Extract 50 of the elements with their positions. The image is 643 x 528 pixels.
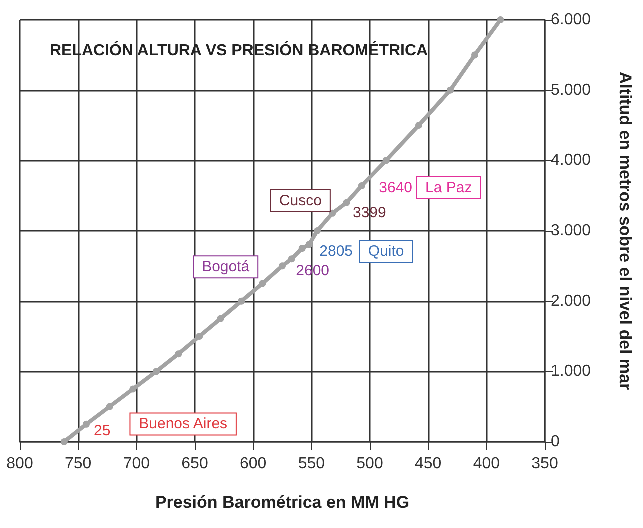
point xyxy=(447,86,454,94)
point xyxy=(60,438,68,446)
y-tick-label: 3.000 xyxy=(551,222,592,240)
point xyxy=(497,16,504,24)
point xyxy=(288,256,296,263)
y-tick-label: 5.000 xyxy=(551,82,592,99)
point xyxy=(259,280,266,288)
point xyxy=(416,122,422,129)
annotation: 3640 xyxy=(379,179,413,196)
point xyxy=(196,333,204,340)
x-tick-label: 500 xyxy=(356,456,384,472)
x-tick-label: 350 xyxy=(532,456,558,472)
point xyxy=(106,403,114,410)
point xyxy=(298,245,306,252)
y-tick-label: 1.000 xyxy=(551,363,592,380)
x-tick-label: 700 xyxy=(123,456,150,472)
annotation: Bogotá xyxy=(202,258,250,276)
x-tick-label: 800 xyxy=(6,456,34,472)
point xyxy=(217,315,224,322)
point xyxy=(472,52,478,59)
point xyxy=(153,368,160,376)
x-tick-label: 650 xyxy=(182,456,208,472)
annotation: 2805 xyxy=(320,243,354,260)
annotation: 25 xyxy=(94,422,111,440)
point xyxy=(382,157,390,164)
y-tick-label: 4.000 xyxy=(551,152,592,170)
y-tick-label: 2.000 xyxy=(551,292,592,310)
x-tick-label: 400 xyxy=(473,456,500,472)
point xyxy=(343,199,350,206)
point xyxy=(306,241,313,248)
y-tick-label: 0 xyxy=(551,434,560,450)
annotation: Quito xyxy=(368,243,404,260)
annotation: Cusco xyxy=(279,192,322,210)
point xyxy=(329,210,336,217)
x-tick-label: 450 xyxy=(414,456,442,472)
annotation: Buenos Aires xyxy=(139,416,228,433)
y-tick-label: 6.000 xyxy=(551,12,592,28)
point xyxy=(175,350,182,358)
point xyxy=(358,182,366,190)
y-axis-title: Altitud en metros sobre el nivel del mar xyxy=(616,72,635,391)
x-tick-label: 750 xyxy=(64,456,92,472)
point xyxy=(83,420,90,428)
x-axis-title: Presión Barométrica en MM HG xyxy=(155,493,410,512)
point xyxy=(314,228,321,234)
point xyxy=(130,386,137,393)
point xyxy=(279,262,286,270)
point xyxy=(238,298,246,305)
annotation: La Paz xyxy=(425,179,472,196)
x-tick-label: 600 xyxy=(240,456,267,472)
x-tick-label: 550 xyxy=(298,456,326,472)
